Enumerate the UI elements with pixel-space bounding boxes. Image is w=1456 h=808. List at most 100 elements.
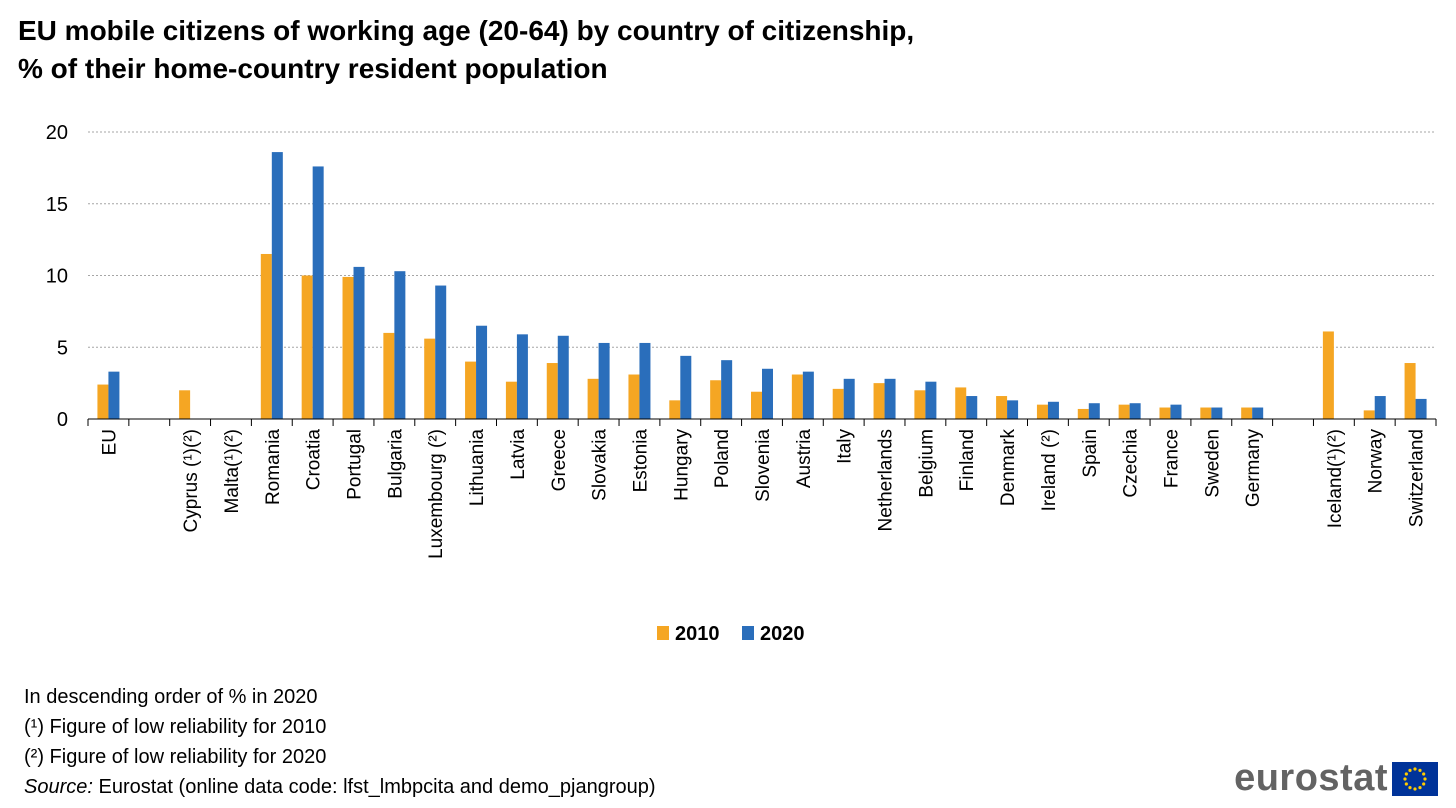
x-category-label: Romania bbox=[263, 429, 284, 505]
bar-2010 bbox=[301, 275, 313, 419]
bar-2010 bbox=[546, 363, 558, 419]
bar-2020 bbox=[925, 381, 937, 419]
bar-2020 bbox=[598, 342, 610, 419]
bar-2010 bbox=[1036, 404, 1048, 419]
logo-text: eurostat bbox=[1234, 757, 1388, 799]
bar-2020 bbox=[1415, 398, 1427, 419]
x-category-label: EU bbox=[99, 429, 120, 455]
bar-2010 bbox=[1118, 404, 1130, 419]
bar-2020 bbox=[394, 271, 406, 419]
bar-2020 bbox=[680, 355, 692, 419]
bar-2010 bbox=[873, 383, 885, 419]
bar-2010 bbox=[791, 374, 803, 419]
bar-2020 bbox=[884, 378, 896, 419]
bar-2020 bbox=[476, 325, 488, 419]
source-line: Source: Eurostat (online data code: lfst… bbox=[24, 772, 656, 802]
bar-chart: 0 5 10 15 20 EU Cyprus (¹)(²) Malta(¹)(²) Romani… bbox=[46, 122, 1437, 645]
flag-star bbox=[1403, 776, 1407, 781]
bar-2020 bbox=[802, 371, 814, 419]
bar-2020 bbox=[843, 378, 855, 419]
bar-2010 bbox=[1363, 410, 1375, 419]
bar-2020 bbox=[312, 166, 324, 419]
source-text: Eurostat (online data code: lfst_lmbpcit… bbox=[92, 776, 656, 798]
bar-2020 bbox=[1047, 401, 1059, 419]
bar-2020 bbox=[516, 334, 528, 419]
x-category-label: Estonia bbox=[630, 429, 651, 493]
bar-2020 bbox=[108, 371, 120, 419]
x-category-label: Italy bbox=[835, 429, 856, 464]
flag-star bbox=[1408, 768, 1412, 772]
bar-2020 bbox=[762, 368, 773, 419]
legend-swatch-2020 bbox=[742, 626, 754, 640]
bar-2020 bbox=[1088, 403, 1100, 419]
x-category-label: Netherlands bbox=[876, 429, 897, 531]
x-category-label: Lithuania bbox=[467, 429, 488, 507]
chart-title-line1: EU mobile citizens of working age (20-64… bbox=[18, 15, 915, 46]
eurostat-logo: eurostat bbox=[1234, 757, 1438, 800]
bar-2010 bbox=[832, 388, 844, 419]
flag-star bbox=[1404, 781, 1408, 786]
bar-2010 bbox=[97, 384, 109, 419]
x-category-label: Cyprus (¹)(²) bbox=[181, 429, 202, 532]
bar-2010 bbox=[465, 361, 477, 419]
bar-2020 bbox=[1170, 404, 1182, 419]
x-category-label: Croatia bbox=[304, 429, 325, 491]
bar-2010 bbox=[1159, 407, 1171, 419]
y-tick-label: 10 bbox=[46, 266, 68, 288]
flag-star bbox=[1413, 786, 1417, 791]
flag-star bbox=[1413, 766, 1417, 771]
bar-2010 bbox=[996, 396, 1008, 419]
bar-2010 bbox=[1077, 408, 1089, 419]
x-category-label: Greece bbox=[549, 429, 570, 491]
bar-2010 bbox=[1322, 331, 1334, 419]
bar-2020 bbox=[1129, 403, 1141, 419]
x-category-label: France bbox=[1161, 429, 1182, 488]
flag-star bbox=[1408, 785, 1412, 789]
bar-2020 bbox=[1211, 407, 1223, 419]
bar-2010 bbox=[1404, 363, 1416, 419]
note-order: In descending order of % in 2020 bbox=[24, 686, 318, 708]
y-tick-label: 15 bbox=[46, 194, 68, 216]
bar-2010 bbox=[914, 390, 926, 419]
bar-2010 bbox=[383, 332, 395, 419]
flag-star bbox=[1422, 781, 1426, 786]
bar-2010 bbox=[669, 400, 681, 419]
x-category-label: Portugal bbox=[345, 429, 366, 500]
note-1: (¹) Figure of low reliability for 2010 bbox=[24, 716, 327, 738]
x-category-label: Malta(¹)(²) bbox=[222, 429, 243, 513]
bar-2010 bbox=[260, 253, 272, 419]
chart-title-line2: % of their home-country resident populat… bbox=[18, 53, 608, 84]
bar-2020 bbox=[1007, 400, 1019, 419]
x-category-label: Denmark bbox=[998, 429, 1019, 507]
x-category-label: Latvia bbox=[508, 429, 529, 480]
bar-2010 bbox=[628, 374, 640, 419]
x-category-label: Poland bbox=[712, 429, 733, 488]
x-category-label: Germany bbox=[1243, 429, 1264, 508]
bar-2020 bbox=[721, 360, 733, 419]
x-category-label: Ireland (²) bbox=[1039, 429, 1060, 511]
chart-title: EU mobile citizens of working age (20-64… bbox=[18, 12, 1438, 88]
note-2: (²) Figure of low reliability for 2020 bbox=[24, 746, 327, 768]
x-category-label: Iceland(¹)(²) bbox=[1325, 429, 1346, 528]
x-category-label: Bulgaria bbox=[385, 429, 406, 499]
bar-2010 bbox=[955, 387, 967, 419]
x-category-label: Norway bbox=[1366, 429, 1387, 494]
bar-2020 bbox=[639, 342, 651, 419]
bar-2020 bbox=[966, 396, 978, 419]
flag-star bbox=[1422, 771, 1426, 776]
bar-2010 bbox=[587, 378, 599, 419]
x-category-label: Finland bbox=[957, 429, 978, 491]
bar-2010 bbox=[1241, 407, 1253, 419]
bar-2020 bbox=[1374, 396, 1386, 419]
flag-star bbox=[1423, 776, 1427, 781]
bar-2020 bbox=[353, 266, 365, 419]
x-category-label: Belgium bbox=[916, 429, 937, 498]
x-category-label: Switzerland bbox=[1407, 429, 1428, 527]
y-tick-label: 0 bbox=[57, 409, 68, 431]
y-tick-label: 20 bbox=[46, 122, 68, 144]
x-category-label: Spain bbox=[1080, 429, 1101, 478]
bar-2010 bbox=[424, 338, 436, 419]
bar-2010 bbox=[179, 390, 191, 419]
flag-star bbox=[1404, 771, 1408, 776]
x-category-label: Luxembourg (²) bbox=[426, 429, 447, 559]
